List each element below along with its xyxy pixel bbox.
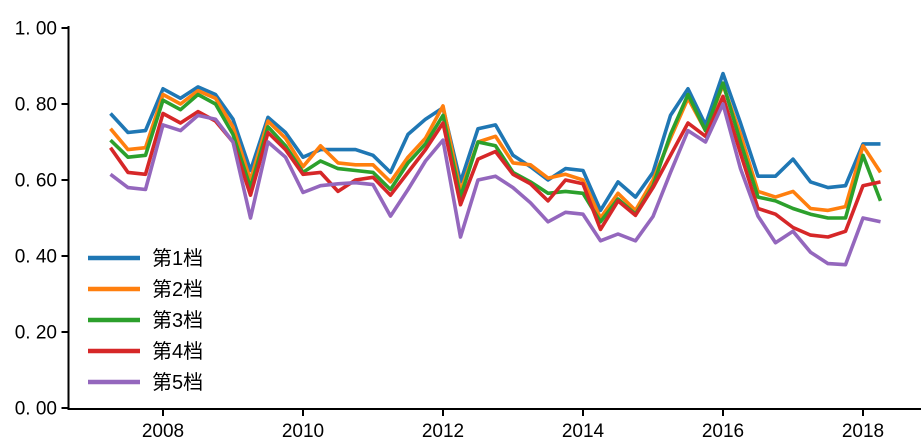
- legend-label: 第1档: [152, 247, 203, 270]
- legend-item: 第3档: [88, 309, 203, 332]
- y-tick-label: 0. 20: [15, 323, 57, 344]
- legend-label: 第4档: [152, 340, 203, 363]
- x-tick-label: 2016: [702, 421, 744, 442]
- series-line-2: [109, 83, 883, 220]
- y-tick-label: 1. 00: [15, 19, 57, 40]
- series-line-1: [109, 71, 881, 213]
- series-line-3: [109, 81, 883, 224]
- y-tick-label: 0. 60: [15, 171, 57, 192]
- x-tick-label: 2014: [562, 421, 605, 442]
- legend-item: 第2档: [88, 278, 203, 301]
- y-tick-label: 0. 40: [15, 247, 57, 268]
- legend-item: 第1档: [88, 247, 203, 270]
- x-tick-label: 2010: [282, 421, 324, 442]
- y-tick-label: 0. 80: [15, 95, 57, 116]
- series-line-5: [109, 102, 881, 267]
- x-tick-label: 2018: [842, 421, 884, 442]
- legend-item: 第5档: [88, 371, 203, 394]
- legend-label: 第2档: [152, 278, 203, 301]
- legend-label: 第5档: [152, 371, 203, 394]
- legend-label: 第3档: [152, 309, 203, 332]
- legend-item: 第4档: [88, 340, 203, 363]
- x-tick-label: 2008: [142, 421, 184, 442]
- x-tick-label: 2012: [422, 421, 464, 442]
- y-tick-label: 0. 00: [15, 399, 57, 420]
